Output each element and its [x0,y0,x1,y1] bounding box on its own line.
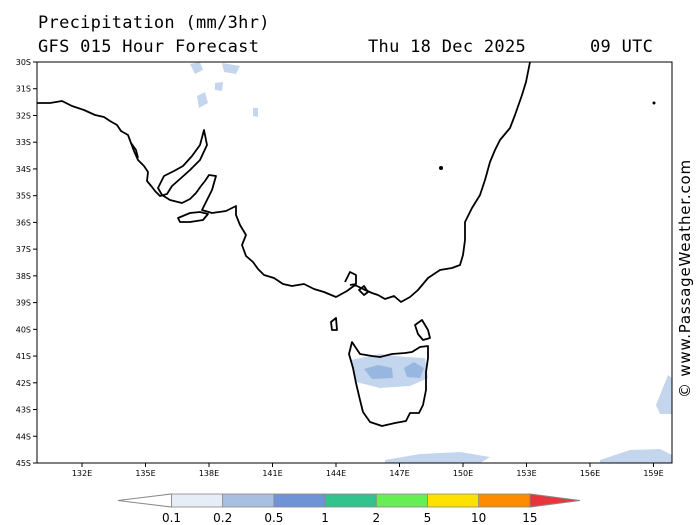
lon-label: 153E [516,469,536,478]
legend-value: 10 [471,511,486,525]
legend-swatch [427,493,480,508]
lat-label: 45S [16,459,31,468]
lat-label: 43S [16,406,31,415]
king-island [330,317,338,331]
rain-area [197,92,208,108]
lat-label: 42S [16,379,31,388]
legend-swatch [273,493,326,508]
credit-text: © www.PassageWeather.com [676,159,694,398]
legend-value: 0.5 [264,511,283,525]
rain-area [222,63,240,74]
lat-label: 30S [16,58,31,67]
lon-label: 147E [389,469,409,478]
map-title: Precipitation (mm/3hr) [38,13,270,33]
lat-label: 37S [16,245,31,254]
legend-low-arrow [117,493,172,508]
port-phillip-bay [344,271,357,286]
legend-high-arrow [529,493,581,508]
precipitation-areas [190,62,672,463]
lon-label: 138E [199,469,219,478]
lon-label: 159E [643,469,663,478]
rain-area [190,62,203,74]
lon-label: 156E [580,469,600,478]
rain-area [364,365,393,379]
legend-swatch [171,493,224,508]
rain-area [215,82,223,91]
lord-howe-island [439,166,443,170]
precipitation-legend: 0.1 0.2 0.5 1 2 5 10 15 [117,493,581,525]
coastline [37,61,531,427]
lat-label: 35S [16,192,31,201]
lon-label: 132E [72,469,92,478]
legend-value: 0.2 [213,511,232,525]
lon-label: 150E [453,469,473,478]
lat-label: 38S [16,272,31,281]
rain-area [600,449,672,463]
legend-swatch [324,493,377,508]
rain-area [253,108,258,117]
spencer-gulf-inner [130,142,139,159]
lat-label: 41S [16,352,31,361]
mainland-coast [37,61,531,303]
lat-label: 39S [16,299,31,308]
kangaroo-island [177,211,209,223]
norfolk-island [652,101,656,105]
lat-label: 32S [16,111,31,120]
lat-label: 44S [16,432,31,441]
legend-value: 15 [522,511,537,525]
lon-label: 135E [135,469,155,478]
rain-area [404,362,424,378]
tasmania-coast [348,341,429,427]
western-port [358,285,369,296]
legend-value: 1 [321,511,329,525]
forecast-model: GFS 015 Hour Forecast [38,37,260,57]
lon-label: 144E [326,469,346,478]
legend-swatch [222,493,275,508]
legend-value: 0.1 [162,511,181,525]
longitude-axis: 132E 135E 138E 141E 144E 147E 150E 153E 156E 159E [72,463,664,478]
legend-swatch [375,493,428,508]
lat-label: 33S [16,138,31,147]
lat-label: 31S [16,85,31,94]
legend-value: 5 [424,511,432,525]
legend-value: 2 [372,511,380,525]
rain-area [656,375,672,414]
rain-area [385,452,490,463]
forecast-time: 09 UTC [590,37,654,57]
legend-swatch [478,493,531,508]
forecast-date: Thu 18 Dec 2025 [368,37,527,57]
lat-label: 34S [16,165,31,174]
lat-label: 36S [16,218,31,227]
lon-label: 141E [262,469,282,478]
flinders-island [414,319,431,341]
latitude-axis: 30S 31S 32S 33S 34S 35S 36S 37S 38S 39S 40S 41S 42S 4… [16,58,37,468]
lat-label: 40S [16,325,31,334]
map-frame [36,61,673,464]
